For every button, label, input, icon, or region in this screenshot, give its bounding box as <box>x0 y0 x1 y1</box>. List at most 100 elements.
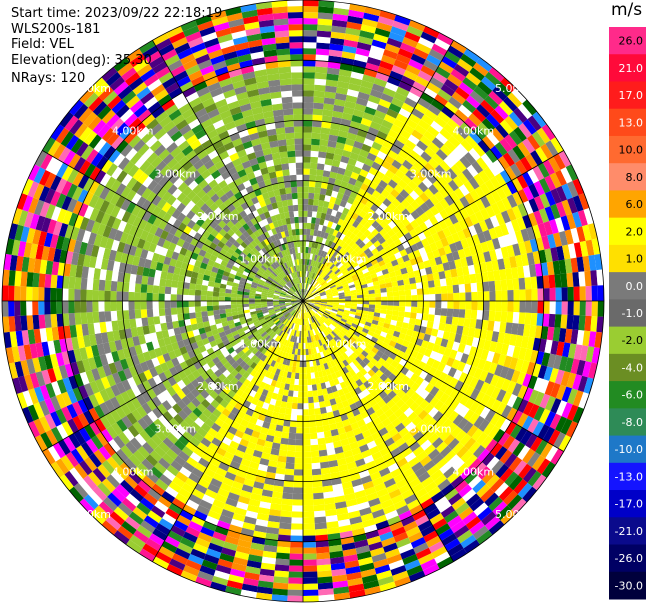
radar-gate <box>298 379 303 386</box>
radar-gate <box>375 301 382 306</box>
radar-gate <box>314 282 320 288</box>
radar-gate <box>438 270 446 280</box>
radar-gate <box>555 201 567 218</box>
radar-gate <box>363 68 378 78</box>
radar-gate <box>527 168 540 184</box>
radar-gate <box>50 313 58 328</box>
radar-gate <box>349 311 356 316</box>
radar-gate <box>424 393 435 404</box>
radar-gate <box>340 180 349 189</box>
radar-gate <box>308 296 315 299</box>
radar-gate <box>479 262 488 273</box>
radar-gate <box>339 63 354 72</box>
radar-gate <box>444 101 459 114</box>
radar-gate <box>578 315 586 331</box>
radar-gate <box>361 163 372 173</box>
radar-gate <box>441 55 458 69</box>
radar-gate <box>303 120 313 127</box>
radar-gate <box>341 316 348 321</box>
radar-gate <box>338 296 346 300</box>
radar-gate <box>517 445 531 461</box>
radar-gate <box>141 275 149 285</box>
radar-gate <box>20 271 28 287</box>
radar-gate <box>325 291 333 295</box>
radar-gate <box>556 341 565 357</box>
radar-gate <box>583 207 594 225</box>
radar-gate <box>354 160 365 170</box>
radar-gate <box>474 186 486 199</box>
radar-gate <box>337 333 344 340</box>
radar-gate <box>310 309 316 316</box>
radar-gate <box>329 282 336 288</box>
radar-gate <box>543 221 554 236</box>
radar-gate <box>38 314 46 329</box>
radar-gate <box>286 450 296 458</box>
radar-gate <box>430 328 439 337</box>
radar-gate <box>415 376 425 386</box>
radar-gate <box>335 142 346 150</box>
radar-gate <box>533 195 545 211</box>
radar-gate <box>443 374 454 386</box>
radar-gate <box>435 457 449 470</box>
radar-gate <box>362 74 376 84</box>
radar-gate <box>308 302 315 305</box>
radar-gate <box>452 175 464 188</box>
radar-gate <box>530 436 543 452</box>
radar-gate <box>427 157 440 170</box>
radar-gate <box>362 290 369 295</box>
radar-gate <box>465 255 474 266</box>
radar-gate <box>534 325 543 339</box>
radar-gate <box>353 317 361 323</box>
radar-gate <box>303 150 311 157</box>
radar-gate <box>381 301 388 306</box>
radar-gate <box>354 103 367 113</box>
radar-gate <box>564 357 574 373</box>
radar-gate <box>355 134 366 144</box>
radar-gate <box>332 291 339 295</box>
radar-gate <box>335 283 343 289</box>
radar-gate <box>311 288 318 294</box>
radar-gate <box>371 373 380 382</box>
radar-gate <box>370 236 378 245</box>
radar-gate <box>303 72 315 79</box>
radar-gate <box>356 337 364 344</box>
radar-gate <box>333 299 340 301</box>
radar-gate <box>533 391 545 407</box>
radar-gate <box>507 494 523 510</box>
radar-gate <box>558 259 567 274</box>
radar-gate <box>314 242 319 249</box>
radar-gate <box>366 152 377 162</box>
radar-gate <box>343 260 350 267</box>
radar-gate <box>430 469 444 482</box>
radar-gate <box>421 238 430 248</box>
radar-gate <box>436 329 445 339</box>
radar-gate <box>416 450 429 462</box>
radar-gate <box>333 258 340 266</box>
radar-gate <box>366 232 375 241</box>
radar-gate <box>356 363 364 372</box>
radar-gate <box>339 233 346 241</box>
radar-gate <box>352 366 360 375</box>
radar-gate <box>189 312 196 319</box>
radar-gate <box>324 259 330 266</box>
radar-gate <box>206 301 213 307</box>
radar-gate <box>532 250 541 265</box>
radar-gate <box>129 273 137 284</box>
radar-gate <box>370 258 379 266</box>
radar-gate <box>309 174 317 182</box>
radar-gate <box>560 167 573 184</box>
radar-gate <box>412 81 427 93</box>
radar-gate <box>472 479 487 494</box>
radar-gate <box>322 109 334 117</box>
radar-gate <box>410 283 417 290</box>
radar-gate <box>524 312 532 325</box>
radar-gate <box>431 137 444 149</box>
radar-gate <box>446 308 454 317</box>
radar-gate <box>517 203 528 217</box>
radar-gate <box>527 470 542 487</box>
radar-gate <box>545 445 559 462</box>
radar-gate <box>337 287 344 292</box>
radar-gate <box>325 290 332 294</box>
radar-gate <box>140 292 147 301</box>
radar-gate <box>312 205 319 212</box>
